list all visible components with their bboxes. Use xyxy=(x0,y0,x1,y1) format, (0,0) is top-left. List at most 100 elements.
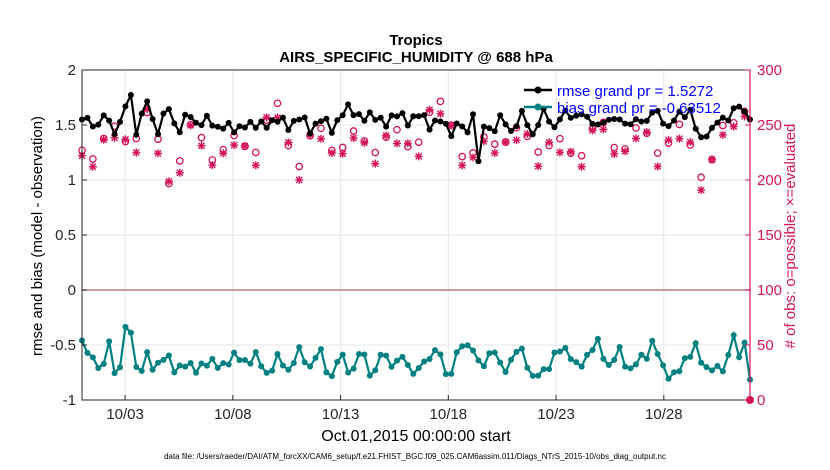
bias-marker xyxy=(562,344,569,351)
obs-evaluated-marker xyxy=(197,141,206,150)
bias-marker xyxy=(285,366,292,373)
rmse-marker xyxy=(214,123,221,130)
obs-evaluated-marker xyxy=(588,126,597,135)
bias-marker xyxy=(100,360,107,367)
left-tick-label: -1 xyxy=(63,392,76,409)
rmse-marker xyxy=(404,122,411,129)
rmse-marker xyxy=(361,117,368,124)
obs-evaluated-marker xyxy=(284,138,293,147)
rmse-marker xyxy=(627,121,634,128)
obs-evaluated-marker xyxy=(208,161,217,170)
bias-marker xyxy=(622,363,629,370)
bias-marker xyxy=(676,368,683,375)
rmse-marker xyxy=(106,117,113,124)
bias-marker xyxy=(567,356,574,363)
rmse-marker xyxy=(198,122,205,129)
rmse-marker xyxy=(578,111,585,118)
bias-marker xyxy=(535,372,542,379)
bias-marker xyxy=(84,349,91,356)
rmse-marker xyxy=(133,131,140,138)
bias-marker xyxy=(171,369,178,376)
rmse-marker xyxy=(296,116,303,123)
bias-marker xyxy=(328,373,335,380)
right-axis-ticks: 0 50 100 150 200 250 300 xyxy=(745,62,782,409)
bias-marker xyxy=(736,354,743,361)
left-tick-label: 1.5 xyxy=(55,117,76,134)
rmse-marker xyxy=(698,134,705,141)
bias-marker xyxy=(605,362,612,369)
rmse-marker xyxy=(279,114,286,121)
bias-marker xyxy=(187,359,194,366)
bias-marker xyxy=(350,365,357,372)
rmse-marker xyxy=(421,112,428,119)
rmse-marker xyxy=(589,120,596,127)
bias-marker xyxy=(160,356,167,363)
bias-marker xyxy=(448,370,455,377)
bias-marker xyxy=(236,357,243,364)
x-tick-label: 10/23 xyxy=(537,406,575,423)
bias-marker xyxy=(730,332,737,339)
rmse-marker xyxy=(339,112,346,119)
bias-marker xyxy=(632,361,639,368)
rmse-marker xyxy=(594,121,601,128)
rmse-marker xyxy=(399,110,406,117)
bias-marker xyxy=(106,338,113,345)
bias-marker xyxy=(611,356,618,363)
rmse-marker xyxy=(182,111,189,118)
bias-marker xyxy=(345,369,352,376)
bias-marker xyxy=(573,359,580,366)
obs-evaluated-marker xyxy=(403,139,412,148)
obs-possible-marker xyxy=(436,97,445,106)
rmse-marker xyxy=(149,115,156,122)
bias-marker xyxy=(714,362,721,369)
bias-marker xyxy=(502,369,509,376)
obs-possible-marker xyxy=(534,148,543,156)
rmse-marker xyxy=(714,119,721,126)
bias-marker xyxy=(138,367,145,374)
rmse-marker xyxy=(708,124,715,131)
bias-marker xyxy=(144,349,151,356)
bias-marker xyxy=(426,355,433,362)
rmse-marker xyxy=(660,120,667,127)
bias-marker xyxy=(594,335,601,342)
bias-marker xyxy=(122,323,129,330)
bias-marker xyxy=(665,375,672,382)
chart-title-line1: Tropics xyxy=(389,32,442,49)
bias-line xyxy=(80,324,752,381)
rmse-marker xyxy=(263,124,270,131)
obs-possible-marker xyxy=(295,162,304,171)
bias-marker xyxy=(578,363,585,370)
obs-evaluated-marker xyxy=(501,138,510,147)
bias-marker xyxy=(312,354,319,361)
bias-marker xyxy=(133,364,140,371)
obs-possible-marker xyxy=(718,121,727,130)
right-tick-label: 200 xyxy=(757,172,782,189)
chart-title-line2: AIRS_SPECIFIC_HUMIDITY @ 688 hPa xyxy=(279,49,553,66)
rmse-marker xyxy=(719,114,726,121)
rmse-marker xyxy=(290,117,297,124)
rmse-marker xyxy=(187,114,194,121)
rmse-marker xyxy=(89,123,96,130)
bias-marker xyxy=(247,360,254,367)
obs-evaluated-marker xyxy=(545,138,554,147)
obs-possible-marker xyxy=(197,133,206,142)
obs-evaluated-marker xyxy=(469,153,478,162)
bias-marker xyxy=(698,359,705,366)
bias-marker xyxy=(600,355,607,362)
legend: rmse grand pr = 1.5272 bias grand pr = -… xyxy=(524,83,721,117)
bias-marker xyxy=(127,329,134,336)
rmse-marker xyxy=(355,111,362,118)
bias-marker xyxy=(220,360,227,367)
rmse-marker xyxy=(665,123,672,130)
rmse-marker xyxy=(247,118,254,125)
bias-marker xyxy=(117,364,124,371)
obs-evaluated-marker xyxy=(729,122,738,131)
rmse-marker xyxy=(426,126,433,133)
bias-marker xyxy=(241,356,248,363)
bias-marker xyxy=(290,359,297,366)
bias-marker xyxy=(111,370,118,377)
rmse-marker xyxy=(535,121,542,128)
rmse-marker xyxy=(252,124,259,131)
bias-marker xyxy=(540,366,547,373)
rmse-marker xyxy=(176,129,183,136)
